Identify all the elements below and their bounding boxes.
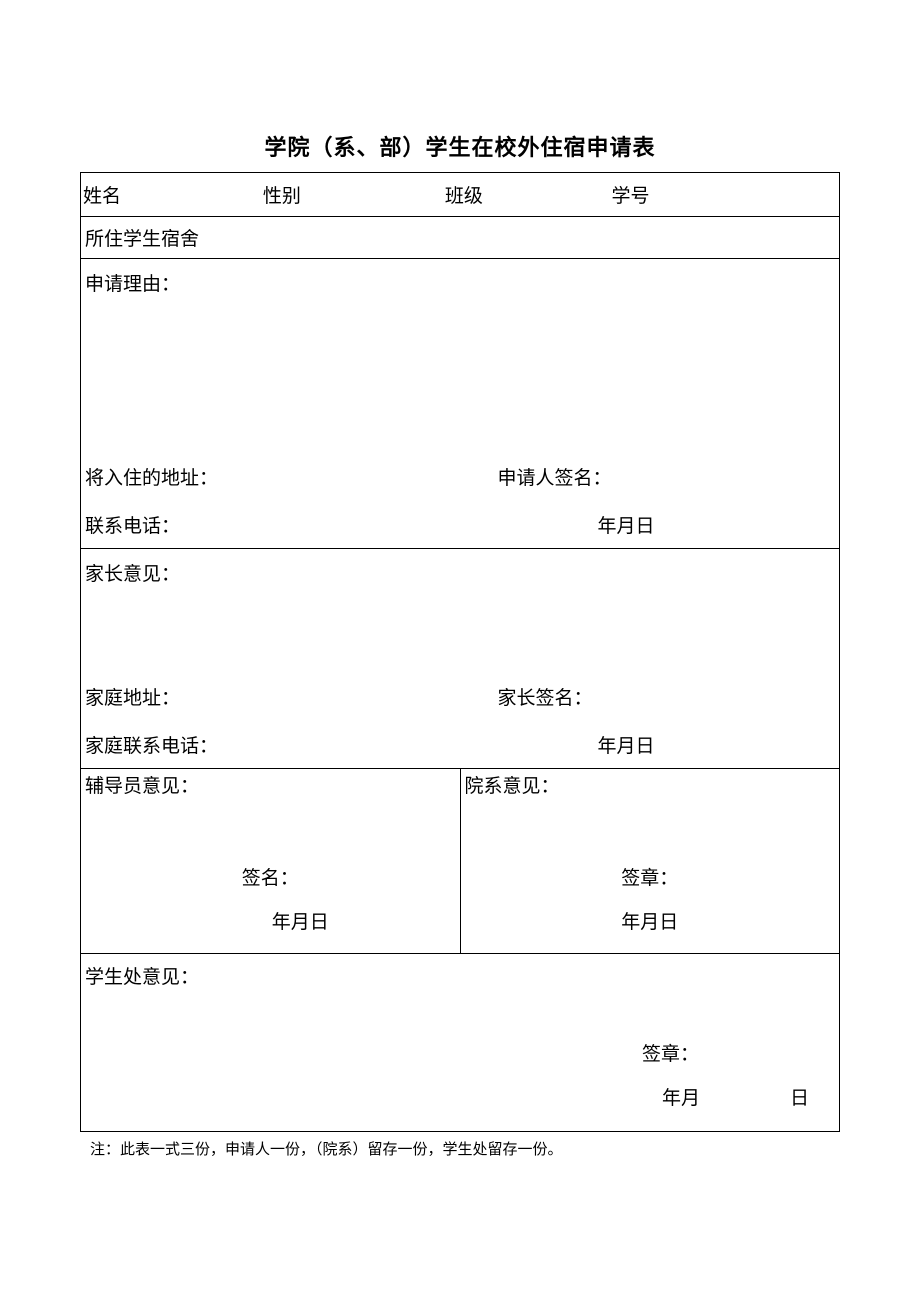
student-office-header: 学生处意见：: [85, 958, 835, 989]
applicant-date-label: 年月日: [498, 511, 836, 538]
advisor-date-label: 年月日: [81, 901, 460, 945]
reason-header: 申请理由：: [85, 263, 835, 296]
advisor-opinion-header: 辅导员意见：: [85, 769, 456, 798]
dorm-row: 所住学生宿舍: [81, 217, 840, 259]
application-form-table: 姓名 性别 班级 学号 所住学生宿舍 申请理由： 将入住的地址： 申请人签名：: [80, 172, 840, 1132]
form-title: 学院（系、部）学生在校外住宿申请表: [80, 130, 840, 162]
dept-opinion-header: 院系意见：: [465, 769, 836, 798]
applicant-signature-label: 申请人签名：: [498, 463, 836, 490]
contact-phone-label: 联系电话：: [85, 511, 498, 538]
student-id-label: 学号: [612, 181, 657, 208]
parent-date-label: 年月日: [498, 731, 836, 758]
basic-info-row: 姓名 性别 班级 学号: [81, 173, 840, 217]
gender-label: 性别: [263, 181, 308, 208]
dept-seal-label: 签章：: [461, 857, 840, 901]
footnote: 注：此表一式三份，申请人一份，（院系）留存一份，学生处留存一份。: [80, 1138, 840, 1159]
advisor-sign-label: 签名：: [81, 857, 460, 901]
parent-signature-label: 家长签名：: [498, 683, 836, 710]
advisor-dept-row: 辅导员意见： 签名： 年月日 院系意见： 签章： 年月日: [81, 769, 840, 954]
student-office-seal-label: 签章：: [602, 1033, 809, 1077]
student-office-row: 学生处意见： 签章： 年月日: [81, 954, 840, 1132]
home-address-label: 家庭地址：: [85, 683, 498, 710]
dept-date-label: 年月日: [461, 901, 840, 945]
name-label: 姓名: [81, 181, 126, 208]
home-phone-label: 家庭联系电话：: [85, 731, 498, 758]
parent-opinion-header: 家长意见：: [85, 553, 835, 586]
class-label: 班级: [445, 181, 490, 208]
parent-opinion-row: 家长意见： 家庭地址： 家长签名： 家庭联系电话： 年月日: [81, 549, 840, 769]
dorm-label: 所住学生宿舍: [85, 229, 199, 250]
new-address-label: 将入住的地址：: [85, 463, 498, 490]
student-office-date-label: 年月日: [602, 1077, 809, 1121]
reason-row: 申请理由： 将入住的地址： 申请人签名： 联系电话： 年月日: [81, 259, 840, 549]
